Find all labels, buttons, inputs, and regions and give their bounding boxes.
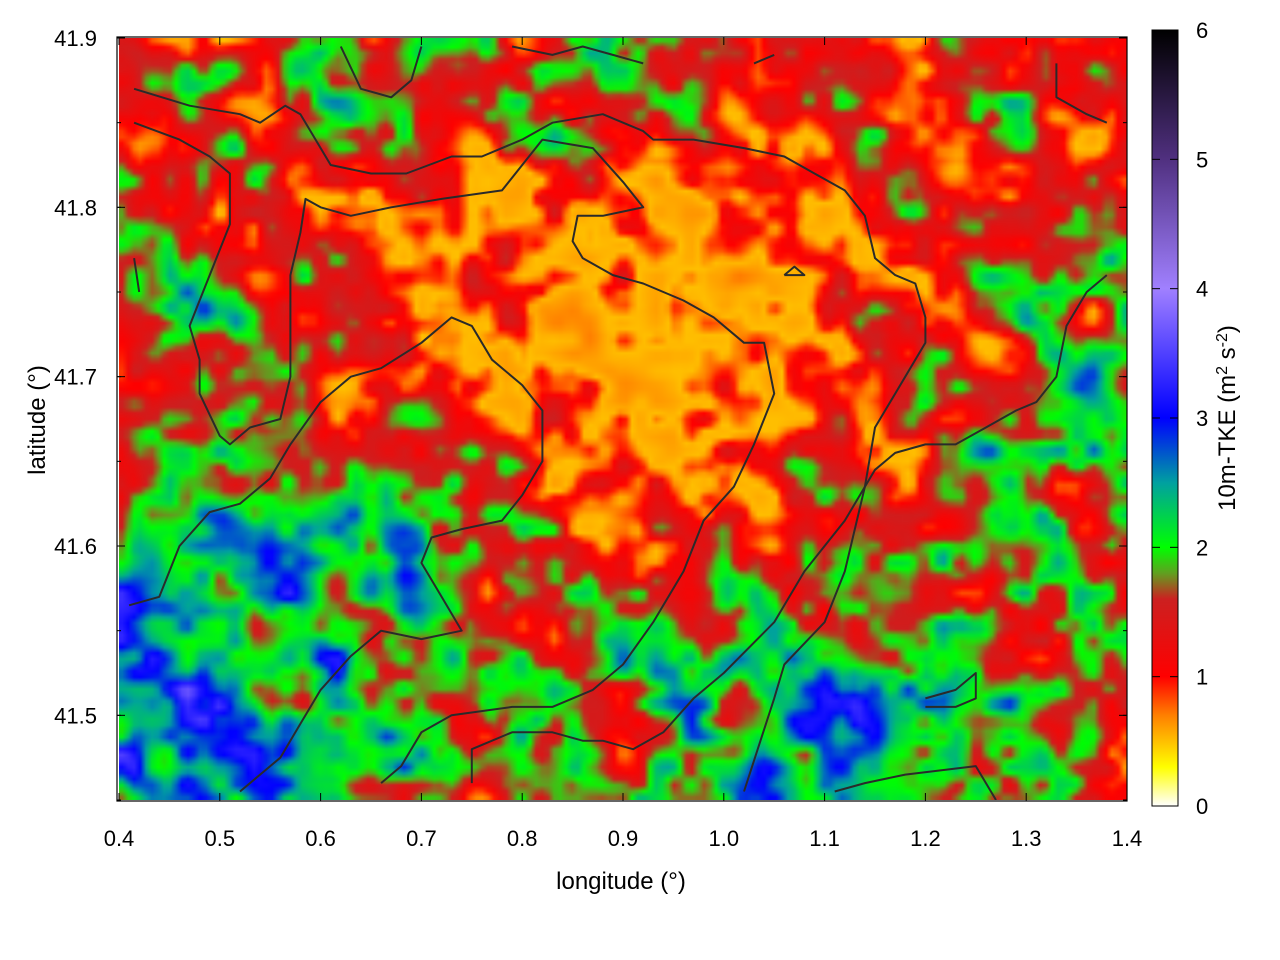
contour-line-8 [511,45,644,65]
contour-line-2 [128,316,544,793]
x-tick-label: 0.6 [305,826,336,851]
y-tick-label: 41.9 [54,26,97,51]
x-tick-label: 0.8 [507,826,538,851]
contour-line-1 [133,121,776,784]
colorbar-tick-label: 6 [1196,18,1208,43]
x-tick-label: 0.5 [205,826,236,851]
colorbar-tick-label: 5 [1196,147,1208,172]
x-tick-label: 1.3 [1011,826,1042,851]
tke-raster [119,38,1127,800]
contour-line-7 [339,46,423,99]
contour-line-5 [925,672,977,708]
y-axis-label: latitude (°) [24,365,51,475]
colorbar-label: 10m-TKE (m2 s-2) [1214,325,1241,511]
colorbar-tick-label: 1 [1196,665,1208,690]
contour-line-4 [834,765,997,800]
y-tick-label: 41.5 [54,703,97,728]
contour-line-6 [783,265,806,277]
x-tick-label: 0.7 [406,826,437,851]
colorbar-tick-label: 0 [1196,794,1208,819]
contour-line-11 [133,257,141,293]
contour-lines [128,45,1108,800]
x-tick-label: 1.2 [910,826,941,851]
y-tick-label: 41.6 [54,534,97,559]
x-tick-label: 1.0 [709,826,740,851]
contour-line-3 [470,274,1108,784]
y-tick-label: 41.8 [54,195,97,220]
plot-frame [116,36,1128,802]
contour-line-9 [753,53,775,65]
x-tick-label: 0.9 [608,826,639,851]
colorbar-tick-label: 4 [1196,277,1208,302]
x-axis-label: longitude (°) [556,868,686,895]
colorbar-tick-label: 2 [1196,535,1208,560]
x-axis: 0.4 0.5 0.6 0.7 0.8 0.9 1.0 1.1 1.2 1.3 1.4 [104,37,1143,851]
x-tick-label: 1.4 [1112,826,1143,851]
colorbar-tick-label: 3 [1196,406,1208,431]
x-tick-label: 1.1 [809,826,840,851]
colorbar-ticks: 0 1 2 3 4 5 6 [1152,18,1208,819]
heatmap-field [119,38,1127,800]
colorbar: 0 1 2 3 4 5 6 10m-TKE (m2 s-2) [1151,18,1241,819]
contour-line-10 [1055,63,1108,124]
y-tick-label: 41.7 [54,365,97,390]
contour-line-0 [133,87,927,792]
y-axis: 41.5 41.6 41.7 41.8 41.9 [54,26,1127,801]
x-tick-label: 0.4 [104,826,135,851]
